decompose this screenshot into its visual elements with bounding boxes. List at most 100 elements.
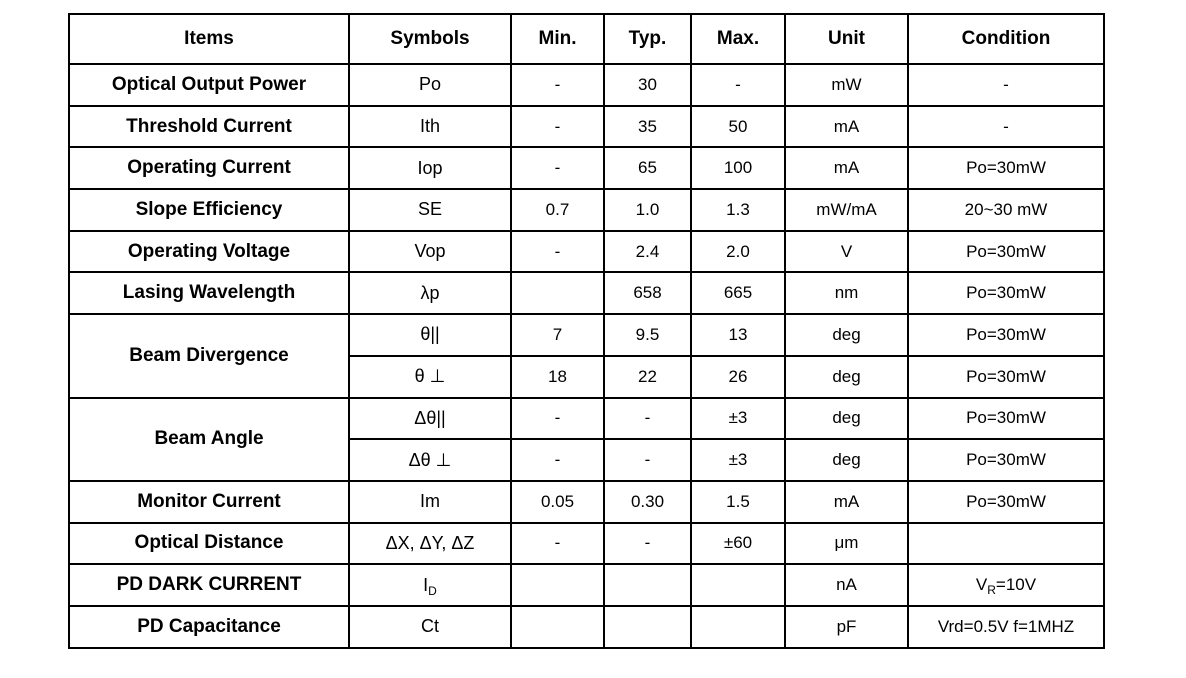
cell-item: Optical Distance <box>68 521 350 566</box>
cell-min: 18 <box>510 354 605 399</box>
cell-max: 100 <box>690 146 786 191</box>
cell-unit: deg <box>784 396 909 441</box>
spec-table: Items Symbols Min. Typ. Max. Unit Condit… <box>68 13 1105 649</box>
cell-item: Optical Output Power <box>68 63 350 107</box>
cell-symbol: Im <box>348 479 512 524</box>
cell-unit: mW <box>784 63 909 107</box>
cell-condition: Po=30mW <box>907 396 1105 441</box>
cell-condition: - <box>907 104 1105 149</box>
cell-typ: 22 <box>603 354 692 399</box>
cell-max: 1.3 <box>690 188 786 232</box>
header-row: Items Symbols Min. Typ. Max. Unit Condit… <box>68 13 1105 65</box>
cell-unit: mA <box>784 104 909 149</box>
cell-condition: Po=30mW <box>907 354 1105 399</box>
row-optical-output-power: Optical Output Power Po - 30 - mW - <box>68 63 1105 107</box>
cell-item: Threshold Current <box>68 104 350 149</box>
cell-typ <box>603 563 692 607</box>
cell-condition: Po=30mW <box>907 479 1105 524</box>
cell-unit: μm <box>784 521 909 566</box>
cell-condition: Po=30mW <box>907 229 1105 274</box>
row-operating-current: Operating Current Iop - 65 100 mA Po=30m… <box>68 146 1105 191</box>
cell-symbol: Ct <box>348 604 512 649</box>
row-threshold-current: Threshold Current Ith - 35 50 mA - <box>68 104 1105 149</box>
cell-symbol: ID <box>348 563 512 607</box>
cell-typ: 658 <box>603 271 692 316</box>
cell-min: - <box>510 229 605 274</box>
cell-symbol: Vop <box>348 229 512 274</box>
cell-symbol: Δθ|| <box>348 396 512 441</box>
cell-condition: Po=30mW <box>907 438 1105 482</box>
cell-condition: Po=30mW <box>907 271 1105 316</box>
cell-symbol: ΔX, ΔY, ΔZ <box>348 521 512 566</box>
cell-item-beam-angle: Beam Angle <box>68 396 350 482</box>
cell-unit: V <box>784 229 909 274</box>
cell-typ <box>603 604 692 649</box>
cell-max: 2.0 <box>690 229 786 274</box>
symbol-main: I <box>423 574 429 595</box>
row-beam-divergence-perpendicular: θ ⊥ 18 22 26 deg Po=30mW <box>69 354 1105 399</box>
header-max: Max. <box>690 13 786 65</box>
cell-min: 0.05 <box>510 479 605 524</box>
cell-typ: 2.4 <box>603 229 692 274</box>
cell-symbol: SE <box>348 188 512 232</box>
cell-symbol: Iop <box>348 146 512 191</box>
cell-min: 7 <box>510 313 605 357</box>
cell-condition: Vrd=0.5V f=1MHZ <box>907 604 1105 649</box>
header-items: Items <box>68 13 350 65</box>
cell-item: Slope Efficiency <box>68 188 350 232</box>
cell-item: Monitor Current <box>68 479 350 524</box>
cell-item: Operating Current <box>68 146 350 191</box>
cell-symbol: λp <box>348 271 512 316</box>
cell-min: 0.7 <box>510 188 605 232</box>
cell-condition: VR=10V <box>907 563 1105 607</box>
cell-max: 1.5 <box>690 479 786 524</box>
cell-unit: pF <box>784 604 909 649</box>
cell-unit: deg <box>784 354 909 399</box>
cell-max: 665 <box>690 271 786 316</box>
row-slope-efficiency: Slope Efficiency SE 0.7 1.0 1.3 mW/mA 20… <box>68 188 1105 232</box>
row-optical-distance: Optical Distance ΔX, ΔY, ΔZ - - ±60 μm <box>68 521 1105 566</box>
cell-min: - <box>510 521 605 566</box>
row-pd-dark-current: PD DARK CURRENT ID nA VR=10V <box>68 563 1105 607</box>
cell-typ: - <box>603 396 692 441</box>
cell-unit: mA <box>784 146 909 191</box>
cell-min <box>510 563 605 607</box>
cell-unit: nA <box>784 563 909 607</box>
cell-item: Lasing Wavelength <box>68 271 350 316</box>
cell-unit: deg <box>784 438 909 482</box>
row-beam-angle-perpendicular: Δθ ⊥ - - ±3 deg Po=30mW <box>69 438 1105 482</box>
cell-max: ±3 <box>690 438 786 482</box>
cell-typ: 9.5 <box>603 313 692 357</box>
cell-max: ±3 <box>690 396 786 441</box>
cell-symbol: θ|| <box>348 313 512 357</box>
cell-max: - <box>690 63 786 107</box>
cell-typ: 0.30 <box>603 479 692 524</box>
cell-symbol: Δθ ⊥ <box>348 438 512 482</box>
row-operating-voltage: Operating Voltage Vop - 2.4 2.0 V Po=30m… <box>68 229 1105 274</box>
cell-condition: Po=30mW <box>907 313 1105 357</box>
cell-symbol: Ith <box>348 104 512 149</box>
cell-item: PD Capacitance <box>68 604 350 649</box>
cell-min: - <box>510 63 605 107</box>
row-lasing-wavelength: Lasing Wavelength λp 658 665 nm Po=30mW <box>68 271 1105 316</box>
condition-main: V <box>975 575 988 595</box>
cell-min: - <box>510 146 605 191</box>
cell-condition: - <box>907 63 1105 107</box>
cell-item: PD DARK CURRENT <box>68 563 350 607</box>
symbol-subscript: D <box>428 583 437 598</box>
cell-symbol: Po <box>348 63 512 107</box>
cell-condition: Po=30mW <box>907 146 1105 191</box>
cell-typ: - <box>603 438 692 482</box>
row-beam-divergence-parallel: Beam Divergence θ|| 7 9.5 13 deg Po=30mW <box>68 313 1105 399</box>
cell-max <box>690 604 786 649</box>
cell-typ: 35 <box>603 104 692 149</box>
cell-min <box>510 604 605 649</box>
cell-min: - <box>510 396 605 441</box>
cell-unit: nm <box>784 271 909 316</box>
cell-typ: 1.0 <box>603 188 692 232</box>
condition-subscript: R <box>987 583 996 598</box>
cell-item: Operating Voltage <box>68 229 350 274</box>
cell-unit: mA <box>784 479 909 524</box>
cell-typ: 65 <box>603 146 692 191</box>
